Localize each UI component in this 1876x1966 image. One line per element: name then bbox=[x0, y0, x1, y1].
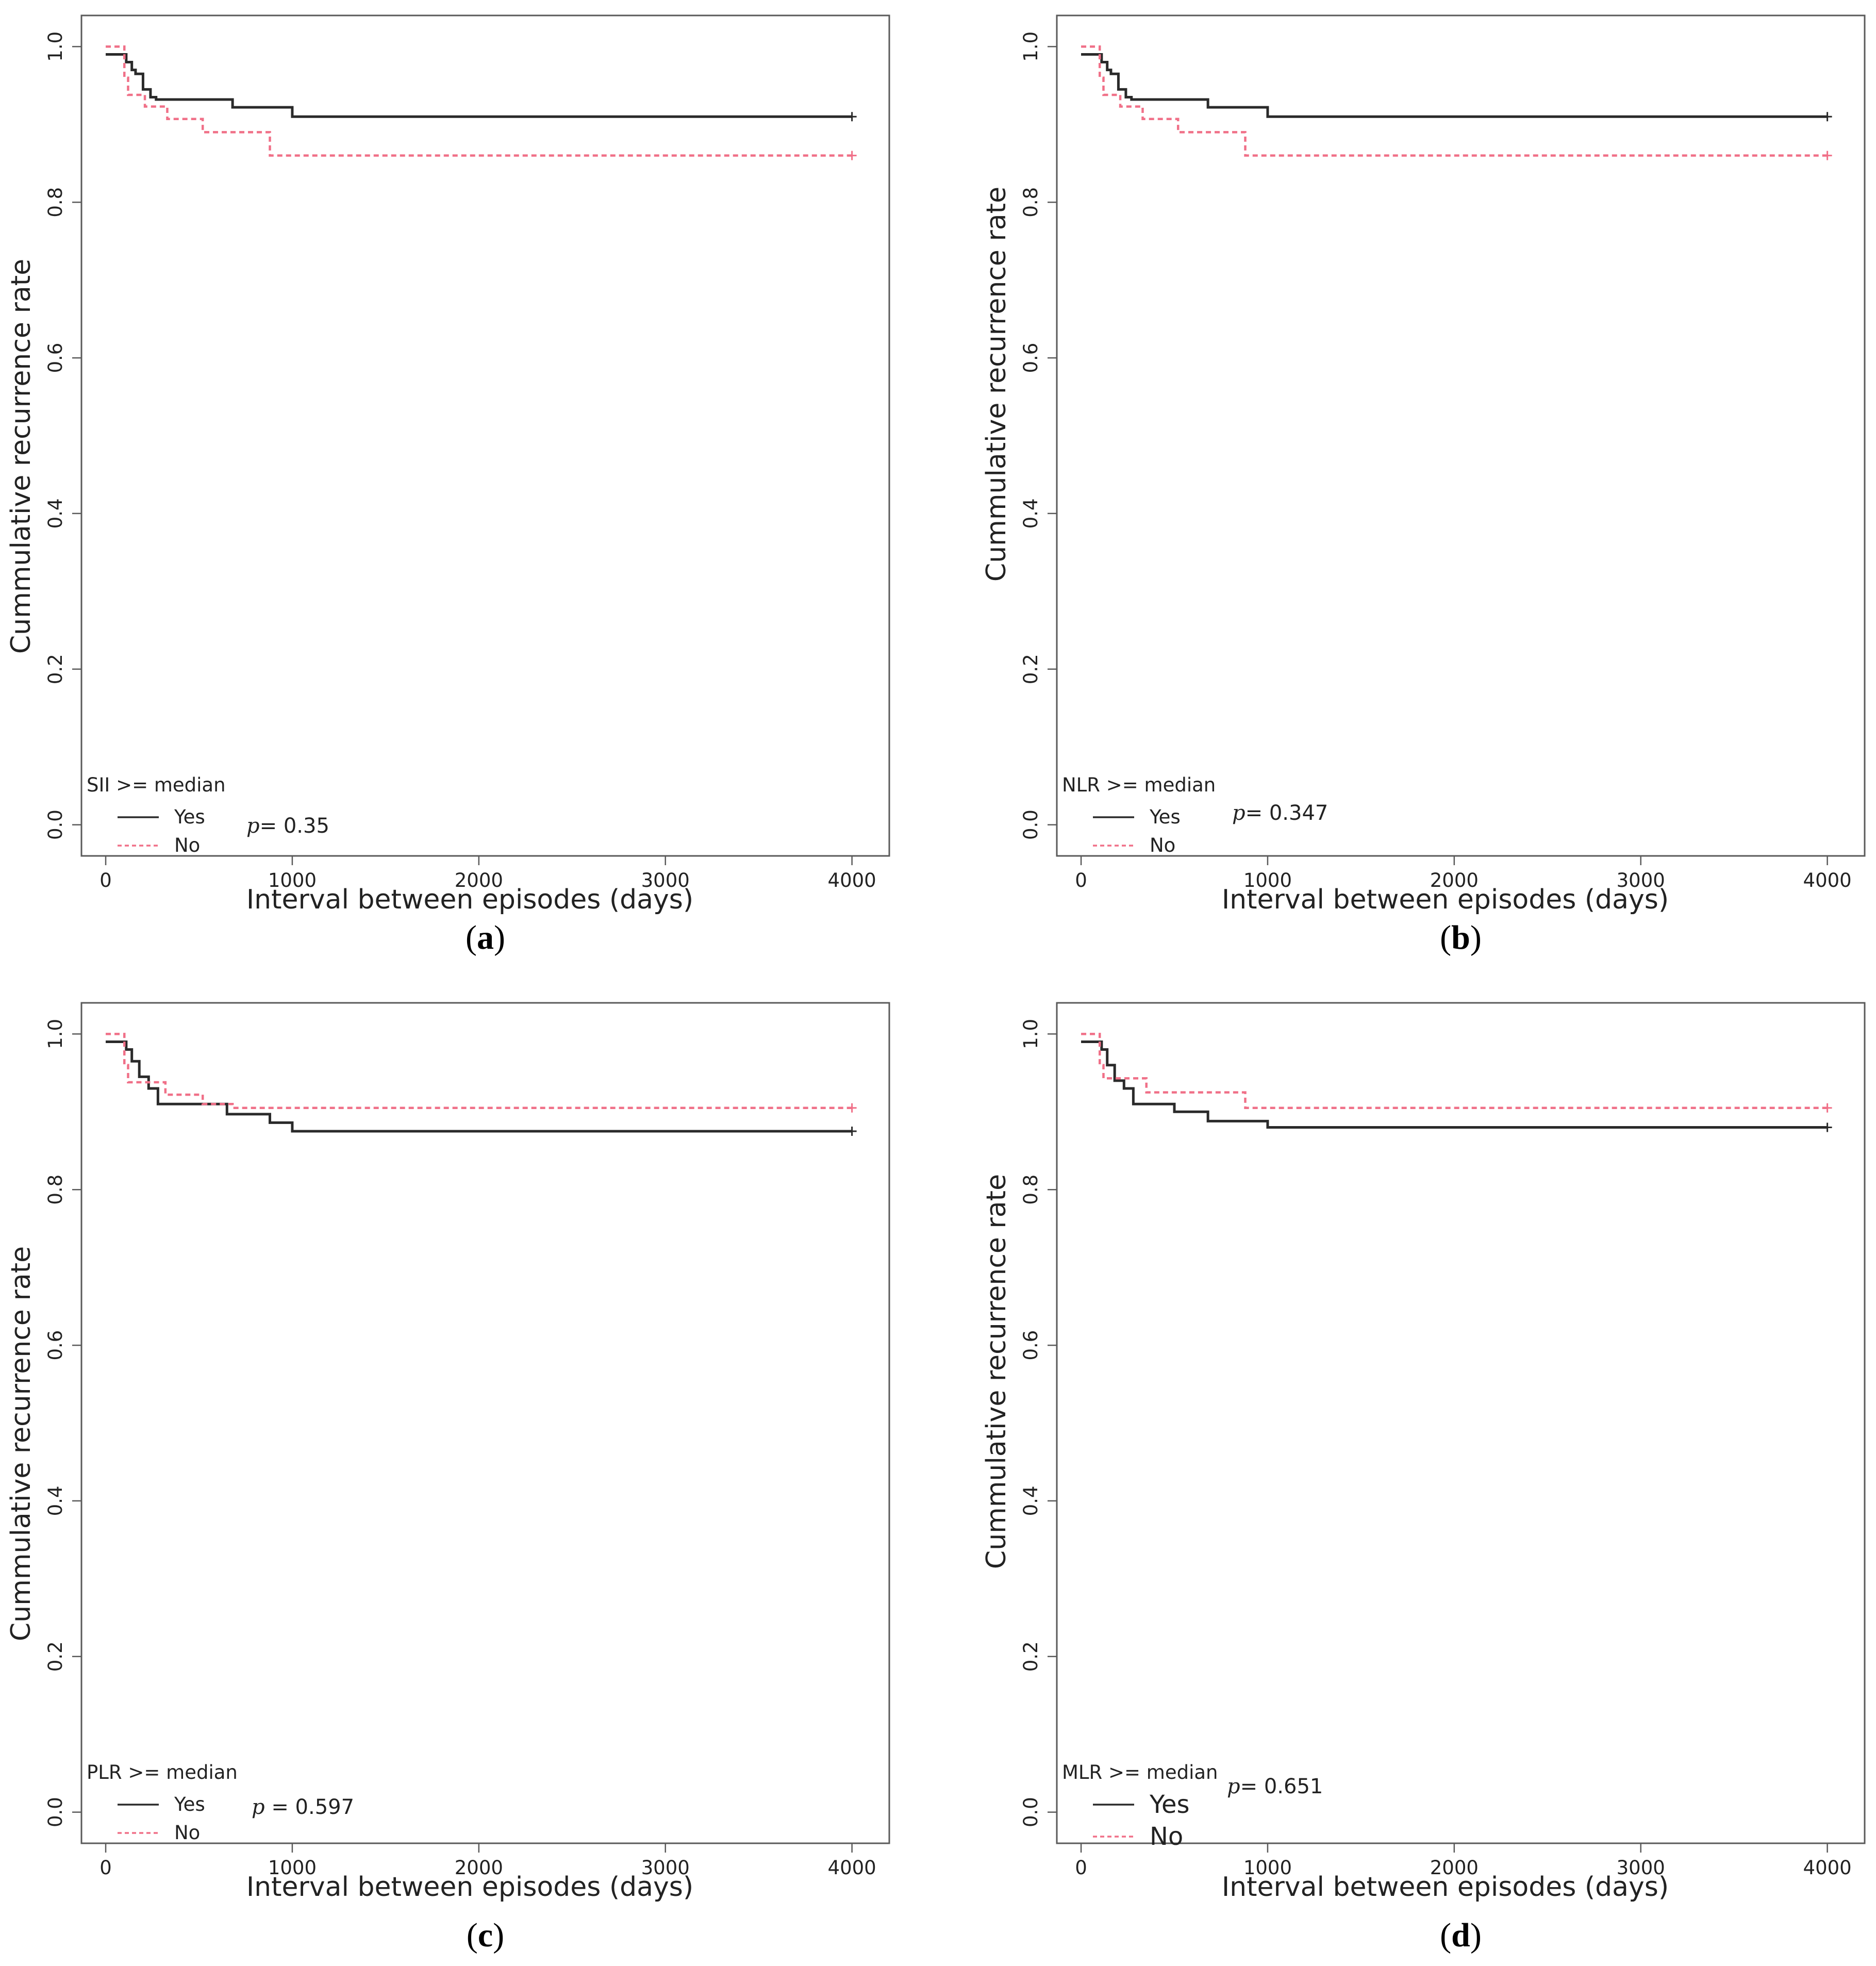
panel-c: 0 1000 2000 3000 4000 0.0 0.2 0.4 0.6 0.8 1.0 Inter… bbox=[6, 1002, 890, 1954]
km-curve-yes bbox=[106, 1040, 852, 1133]
y-tick-label: 0.8 bbox=[44, 187, 67, 218]
y-axis-title: Cummulative recurrence rate bbox=[981, 1174, 1012, 1569]
x-axis-title: Interval between episodes (days) bbox=[246, 884, 693, 915]
y-tick-label: 0.2 bbox=[44, 1641, 67, 1672]
p-value: p= 0.35 bbox=[246, 814, 329, 838]
censor-mark-yes bbox=[1822, 1122, 1832, 1132]
y-tick-label: 0.6 bbox=[1020, 343, 1042, 373]
censor-mark-no bbox=[1822, 1103, 1832, 1113]
x-tick-label: 2000 bbox=[1430, 869, 1479, 891]
x-tick-label: 1000 bbox=[1243, 1857, 1292, 1879]
panel-label: (c) bbox=[467, 1917, 504, 1954]
panel-b: 0 1000 2000 3000 4000 0.0 0.2 0.4 0.6 0.8 1.0 Inter… bbox=[981, 14, 1866, 956]
legend-label-no: No bbox=[174, 1822, 200, 1844]
y-tick-label: 1.0 bbox=[1020, 1019, 1042, 1049]
y-tick-label: 0.4 bbox=[44, 1486, 67, 1516]
legend-label-yes: Yes bbox=[174, 806, 205, 828]
y-tick-label: 0.2 bbox=[1020, 1641, 1042, 1672]
panel-a: 0 1000 2000 3000 4000 0.0 0.2 0.4 0.6 0.8 1.0 Inter… bbox=[6, 14, 890, 956]
y-tick-label: 0.4 bbox=[1020, 499, 1042, 529]
legend-label-yes: Yes bbox=[1149, 1790, 1189, 1819]
y-tick-label: 0.2 bbox=[44, 654, 67, 684]
km-curve-yes bbox=[106, 53, 852, 118]
y-axis-title: Cummulative recurrence rate bbox=[6, 1246, 37, 1641]
legend-label-no: No bbox=[1150, 1822, 1183, 1851]
censor-mark-yes bbox=[847, 1127, 857, 1136]
x-tick-label: 4000 bbox=[828, 869, 876, 891]
x-axis-title: Interval between episodes (days) bbox=[1222, 1872, 1669, 1903]
panel-label: (a) bbox=[466, 919, 505, 956]
x-tick-label: 0 bbox=[99, 1857, 112, 1879]
x-tick-label: 1000 bbox=[1243, 869, 1292, 891]
x-tick-label: 0 bbox=[1075, 869, 1087, 891]
x-tick-label: 0 bbox=[99, 869, 112, 891]
y-tick-label: 0.8 bbox=[1020, 1175, 1042, 1205]
legend-label-yes: Yes bbox=[174, 1793, 205, 1815]
km-curve-no bbox=[106, 45, 852, 157]
legend-label-no: No bbox=[1150, 834, 1175, 856]
y-tick-label: 0.4 bbox=[1020, 1486, 1042, 1516]
x-tick-label: 2000 bbox=[455, 869, 503, 891]
censor-mark-yes bbox=[1822, 112, 1832, 122]
x-tick-label: 3000 bbox=[1617, 869, 1665, 891]
x-tick-label: 1000 bbox=[268, 1857, 317, 1879]
km-curve-yes bbox=[1081, 53, 1828, 118]
legend-label-no: No bbox=[174, 834, 200, 856]
y-tick-label: 0.6 bbox=[44, 1330, 67, 1361]
x-tick-label: 0 bbox=[1075, 1857, 1087, 1879]
x-tick-label: 3000 bbox=[1617, 1857, 1665, 1879]
y-tick-label: 0.2 bbox=[1020, 654, 1042, 684]
plot-frame bbox=[1056, 14, 1866, 857]
y-tick-label: 1.0 bbox=[1020, 31, 1042, 62]
y-tick-label: 0.0 bbox=[1020, 809, 1042, 840]
x-axis-title: Interval between episodes (days) bbox=[246, 1872, 693, 1903]
x-tick-label: 4000 bbox=[1803, 1857, 1852, 1879]
censor-mark-no bbox=[1822, 151, 1832, 160]
x-tick-label: 4000 bbox=[1803, 869, 1852, 891]
plot-frame bbox=[1056, 1002, 1866, 1844]
legend-title: MLR >= median bbox=[1062, 1761, 1218, 1783]
x-tick-label: 3000 bbox=[641, 869, 690, 891]
p-value: p= 0.347 bbox=[1232, 801, 1328, 825]
y-tick-label: 0.8 bbox=[1020, 187, 1042, 218]
censor-mark-no bbox=[847, 151, 857, 160]
legend-title: NLR >= median bbox=[1062, 774, 1216, 796]
p-value: p = 0.597 bbox=[252, 1795, 354, 1819]
km-curve-yes bbox=[1081, 1040, 1828, 1129]
x-tick-label: 3000 bbox=[641, 1857, 690, 1879]
legend-title: PLR >= median bbox=[87, 1761, 238, 1783]
y-tick-label: 0.4 bbox=[44, 499, 67, 529]
y-tick-label: 1.0 bbox=[44, 1019, 67, 1049]
y-tick-label: 0.0 bbox=[44, 1797, 67, 1827]
y-tick-label: 0.6 bbox=[1020, 1330, 1042, 1361]
y-tick-label: 0.0 bbox=[44, 809, 67, 840]
y-tick-label: 0.8 bbox=[44, 1175, 67, 1205]
y-tick-label: 0.6 bbox=[44, 343, 67, 373]
panel-d: 0 1000 2000 3000 4000 0.0 0.2 0.4 0.6 0.8 1.0 Inter… bbox=[981, 1002, 1866, 1954]
plot-frame bbox=[80, 14, 890, 857]
censor-mark-yes bbox=[847, 112, 857, 122]
x-tick-label: 4000 bbox=[828, 1857, 876, 1879]
x-axis-title: Interval between episodes (days) bbox=[1222, 884, 1669, 915]
x-tick-label: 2000 bbox=[1430, 1857, 1479, 1879]
y-tick-label: 0.0 bbox=[1020, 1797, 1042, 1827]
censor-mark-no bbox=[847, 1103, 857, 1113]
km-curve-no bbox=[106, 1033, 852, 1109]
km-curve-no bbox=[1081, 45, 1828, 157]
legend-label-yes: Yes bbox=[1149, 806, 1181, 828]
panel-label: (d) bbox=[1440, 1917, 1482, 1954]
x-tick-label: 2000 bbox=[455, 1857, 503, 1879]
y-tick-label: 1.0 bbox=[44, 31, 67, 62]
legend-title: SII >= median bbox=[87, 774, 226, 796]
km-curve-no bbox=[1081, 1033, 1828, 1109]
x-tick-label: 1000 bbox=[268, 869, 317, 891]
plot-frame bbox=[80, 1002, 890, 1844]
p-value: p= 0.651 bbox=[1227, 1775, 1323, 1798]
y-axis-title: Cummulative recurrence rate bbox=[981, 187, 1012, 582]
y-axis-title: Cummulative recurrence rate bbox=[6, 259, 37, 654]
panel-label: (b) bbox=[1440, 919, 1482, 956]
